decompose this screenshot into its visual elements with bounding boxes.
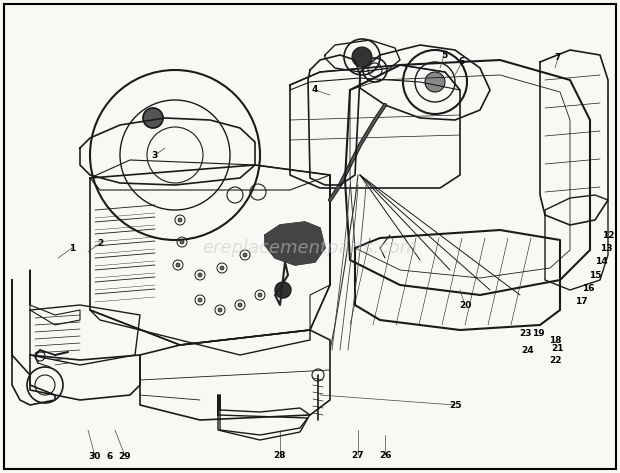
Text: 28: 28	[274, 450, 286, 459]
Circle shape	[275, 282, 291, 298]
Circle shape	[176, 263, 180, 267]
Text: 1: 1	[69, 244, 75, 253]
Text: 23: 23	[519, 329, 531, 338]
Circle shape	[425, 72, 445, 92]
Text: 21: 21	[552, 343, 564, 352]
Text: 7: 7	[555, 53, 561, 62]
Circle shape	[258, 293, 262, 297]
Text: 14: 14	[595, 256, 608, 265]
Circle shape	[143, 108, 163, 128]
Text: 2: 2	[97, 238, 103, 247]
Text: 24: 24	[521, 345, 534, 354]
Text: 27: 27	[352, 450, 365, 459]
Circle shape	[352, 47, 372, 67]
Text: 15: 15	[589, 271, 601, 280]
Text: 6: 6	[107, 452, 113, 461]
Text: 3: 3	[152, 150, 158, 159]
Polygon shape	[265, 222, 325, 265]
Text: 25: 25	[449, 401, 461, 410]
Circle shape	[178, 218, 182, 222]
Text: 30: 30	[89, 452, 101, 461]
Text: 17: 17	[575, 297, 587, 306]
Circle shape	[218, 308, 222, 312]
Text: 6: 6	[459, 58, 465, 67]
Text: 18: 18	[549, 335, 561, 344]
Text: 19: 19	[532, 329, 544, 338]
Circle shape	[198, 298, 202, 302]
Text: 29: 29	[118, 452, 131, 461]
Text: 12: 12	[602, 230, 614, 239]
Text: 13: 13	[600, 244, 613, 253]
Circle shape	[238, 303, 242, 307]
Text: 4: 4	[312, 86, 318, 95]
Circle shape	[198, 273, 202, 277]
Circle shape	[220, 266, 224, 270]
Text: ereplacementparts.com: ereplacementparts.com	[202, 239, 418, 257]
Circle shape	[180, 240, 184, 244]
Text: 20: 20	[459, 300, 471, 309]
Text: 22: 22	[549, 356, 561, 365]
Text: 16: 16	[582, 283, 594, 292]
Text: 5: 5	[441, 51, 447, 60]
Circle shape	[243, 253, 247, 257]
Text: 26: 26	[379, 450, 391, 459]
